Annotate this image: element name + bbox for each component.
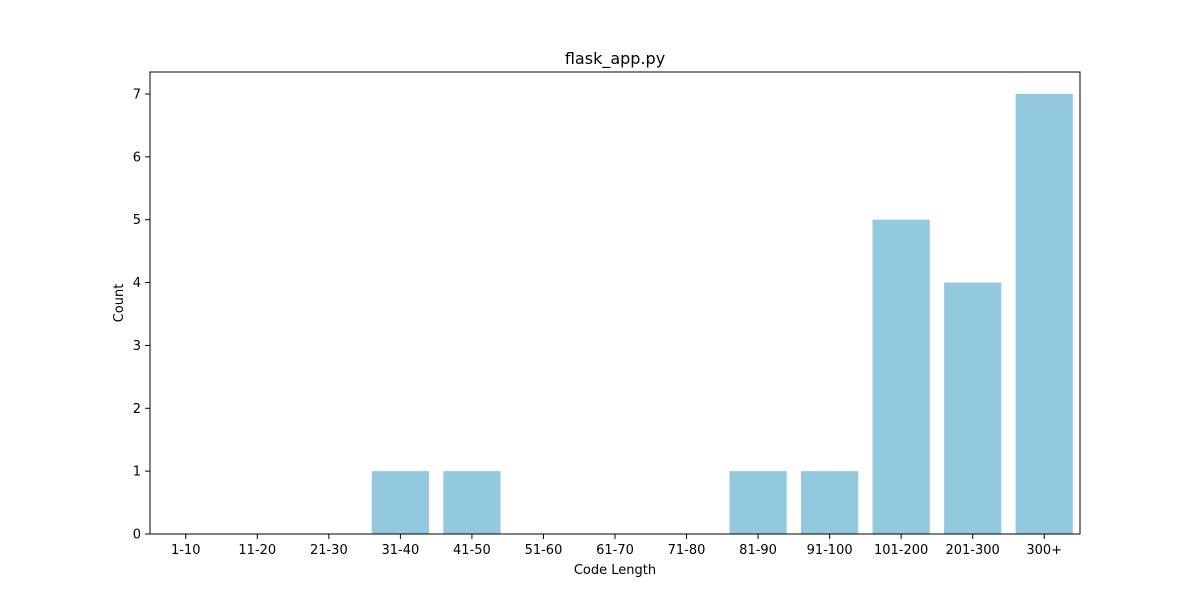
x-axis-label: Code Length (574, 563, 656, 578)
x-tick-label: 71-80 (668, 543, 706, 558)
x-tick-label: 61-70 (596, 543, 634, 558)
y-tick-label: 3 (133, 339, 141, 354)
x-tick-label: 91-100 (807, 543, 853, 558)
bar-101-200 (872, 219, 930, 534)
bar-31-40 (371, 471, 429, 534)
y-tick-label: 0 (133, 528, 141, 543)
plot-area-frame (149, 71, 1081, 535)
y-tick-label: 6 (133, 150, 141, 165)
x-tick-label: 11-20 (238, 543, 276, 558)
bar-91-100 (801, 471, 859, 534)
y-tick-label: 1 (133, 465, 141, 480)
x-tick-label: 1-10 (171, 543, 201, 558)
y-axis-label: Count (112, 284, 127, 323)
bar-41-50 (443, 471, 501, 534)
x-tick-label: 201-300 (946, 543, 1000, 558)
x-tick-label: 81-90 (739, 543, 777, 558)
x-tick-label: 101-200 (874, 543, 928, 558)
x-tick-label: 31-40 (381, 543, 419, 558)
x-tick-label: 300+ (1026, 543, 1062, 558)
x-tick-label: 51-60 (525, 543, 563, 558)
x-tick-label: 21-30 (310, 543, 348, 558)
y-tick-label: 4 (133, 276, 141, 291)
chart-title: flask_app.py (565, 49, 665, 69)
bar-81-90 (729, 471, 787, 534)
bar-300+ (1015, 94, 1073, 534)
x-tick-label: 41-50 (453, 543, 491, 558)
bar-201-300 (944, 282, 1002, 534)
y-tick-label: 7 (133, 88, 141, 103)
y-tick-label: 2 (133, 402, 141, 417)
y-tick-label: 5 (133, 213, 141, 228)
